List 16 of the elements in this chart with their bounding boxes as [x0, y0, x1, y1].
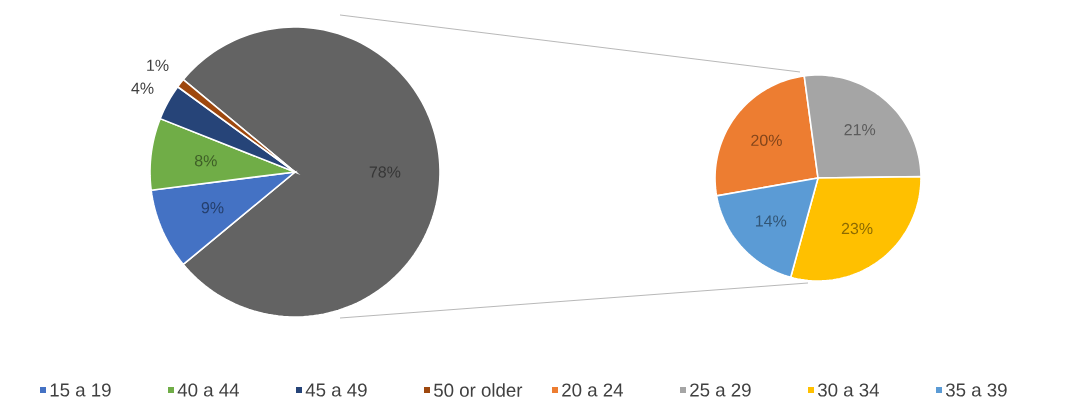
data-label: 9% [201, 202, 224, 214]
data-label: 20% [751, 134, 782, 146]
legend-label: 25 a 29 [690, 383, 751, 397]
legend-label: 50 or older [434, 383, 523, 397]
legend-label: 40 a 44 [177, 383, 239, 397]
data-label: 21% [844, 124, 876, 136]
legend-label: 15 a 19 [50, 383, 111, 397]
data-label: 14% [755, 215, 787, 227]
legend-label: 30 a 34 [817, 383, 879, 397]
data-label: 8% [194, 155, 217, 167]
data-label: 23% [841, 222, 873, 235]
legend-label: 35 a 39 [945, 383, 1007, 397]
data-label: 1% [147, 59, 169, 71]
legend-label: 45 a 49 [305, 383, 367, 397]
legend-label: 20 a 24 [562, 383, 623, 397]
data-label: 4% [131, 82, 154, 94]
